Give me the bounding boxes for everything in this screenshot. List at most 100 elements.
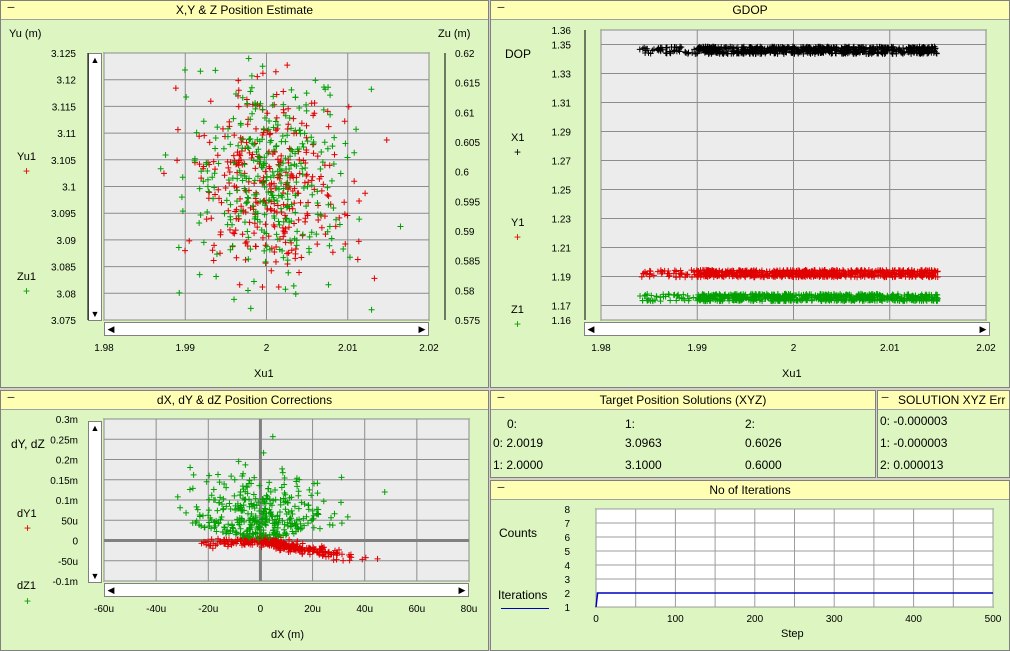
point-zu1 <box>284 196 291 203</box>
scroll-left-icon[interactable]: ◀ <box>105 584 117 596</box>
point-dz1 <box>260 496 267 503</box>
point-zu1 <box>229 242 236 249</box>
point-yu1 <box>371 275 378 282</box>
point-zu1 <box>397 223 404 230</box>
scroll-down-icon[interactable]: ▼ <box>89 308 101 320</box>
scroll-up-icon[interactable]: ▲ <box>89 422 101 434</box>
point-dz1 <box>293 475 300 482</box>
point-zu1 <box>294 228 301 235</box>
point-y1 <box>930 273 937 280</box>
point-yu1 <box>275 283 282 290</box>
point-zu1 <box>227 246 234 253</box>
point-dy1 <box>230 540 237 547</box>
point-yu1 <box>303 146 310 153</box>
y-tick-label: 1.23 <box>552 215 572 226</box>
point-zu1 <box>302 164 309 171</box>
point-yu1 <box>278 152 285 159</box>
point-x1 <box>928 43 935 50</box>
point-zu1 <box>288 86 295 93</box>
point-zu1 <box>325 281 332 288</box>
point-yu1 <box>235 77 242 84</box>
point-zu1 <box>225 177 232 184</box>
y-tick-label: 1.27 <box>552 157 572 168</box>
point-dz1 <box>241 518 248 525</box>
point-yu1 <box>259 131 266 138</box>
x-tick-label: 300 <box>826 614 843 625</box>
minimize-icon[interactable]: − <box>881 390 890 405</box>
scroll-left-icon[interactable]: ◀ <box>105 323 117 335</box>
minimize-icon[interactable]: − <box>6 390 16 405</box>
left-vertical-scrollbar[interactable]: ▲ ▼ <box>88 421 102 583</box>
minimize-icon[interactable]: − <box>496 480 506 495</box>
point-zu1 <box>224 133 231 140</box>
point-zu1 <box>284 203 291 210</box>
y-tick-label: 3.105 <box>51 156 76 167</box>
point-dz1 <box>293 478 300 485</box>
minimize-icon[interactable]: − <box>496 0 506 15</box>
horizontal-scrollbar[interactable]: ◀ ▶ <box>104 583 469 597</box>
point-dz1 <box>292 522 299 529</box>
point-yu1 <box>383 137 390 144</box>
point-zu1 <box>309 191 316 198</box>
point-zu1 <box>250 278 257 285</box>
scroll-up-icon[interactable]: ▲ <box>89 54 101 66</box>
horizontal-scrollbar[interactable]: ◀ ▶ <box>584 322 990 336</box>
point-y1 <box>881 274 888 281</box>
point-dz1 <box>289 521 296 528</box>
point-yu1 <box>344 212 351 219</box>
point-dz1 <box>256 524 263 531</box>
scroll-right-icon[interactable]: ▶ <box>416 323 428 335</box>
point-dz1 <box>259 533 266 540</box>
point-yu1 <box>216 195 223 202</box>
point-yu1 <box>289 188 296 195</box>
point-yu1 <box>318 224 325 231</box>
point-z1 <box>891 295 898 302</box>
point-zu1 <box>291 161 298 168</box>
point-zu1 <box>197 212 204 219</box>
point-z1 <box>766 293 773 300</box>
point-dy1 <box>359 556 366 563</box>
point-z1 <box>773 296 780 303</box>
point-y1 <box>822 269 829 276</box>
scroll-down-icon[interactable]: ▼ <box>89 570 101 582</box>
horizontal-scrollbar[interactable]: ◀ ▶ <box>104 322 429 336</box>
point-yu1 <box>270 222 277 229</box>
point-zu1 <box>288 125 295 132</box>
scroll-right-icon[interactable]: ▶ <box>977 323 989 335</box>
corrections-panel-title: dX, dY & dZ Position Corrections <box>156 393 333 407</box>
point-dz1 <box>231 476 238 483</box>
point-yu1 <box>221 172 228 179</box>
minimize-icon[interactable]: − <box>496 390 506 405</box>
point-zu1 <box>313 231 320 238</box>
point-y1 <box>928 273 935 280</box>
point-dy1 <box>321 549 328 556</box>
point-x1 <box>862 46 869 53</box>
point-yu1 <box>231 230 238 237</box>
point-dz1 <box>210 496 217 503</box>
point-yu1 <box>233 254 240 261</box>
point-yu1 <box>254 224 261 231</box>
point-yu1 <box>336 214 343 221</box>
point-y1 <box>934 274 941 281</box>
minimize-icon[interactable]: − <box>6 0 16 15</box>
point-x1 <box>838 45 845 52</box>
point-dz1 <box>220 505 227 512</box>
scroll-left-icon[interactable]: ◀ <box>585 323 597 335</box>
point-dz1 <box>190 471 197 478</box>
point-zu1 <box>368 86 375 93</box>
point-x1 <box>933 50 940 57</box>
scroll-right-icon[interactable]: ▶ <box>456 584 468 596</box>
point-z1 <box>676 294 683 301</box>
point-zu1 <box>303 101 310 108</box>
point-yu1 <box>284 126 291 133</box>
point-zu1 <box>179 174 186 181</box>
point-x1 <box>820 49 827 56</box>
point-yu1 <box>292 255 299 262</box>
point-zu1 <box>254 136 261 143</box>
point-x1 <box>741 47 748 54</box>
point-x1 <box>671 47 678 54</box>
point-zu1 <box>317 166 324 173</box>
point-z1 <box>815 294 822 301</box>
point-z1 <box>774 291 781 298</box>
point-dy1 <box>273 545 280 552</box>
